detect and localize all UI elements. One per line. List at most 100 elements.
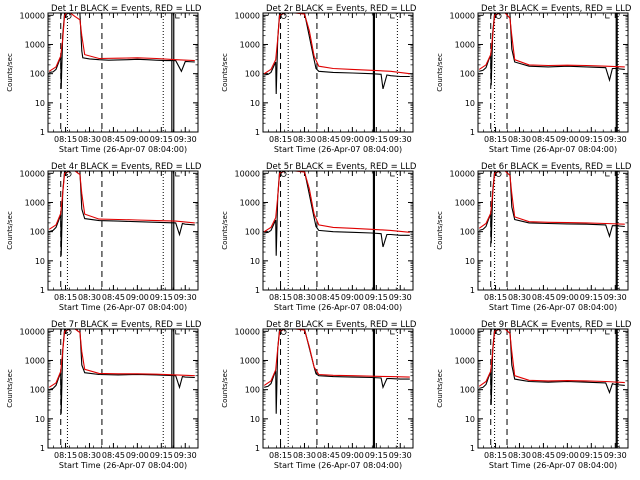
y-tick-label: 10000 bbox=[235, 169, 260, 178]
corner-marker bbox=[175, 172, 180, 177]
x-tick-label: 08:45 bbox=[102, 451, 125, 460]
y-axis-label: Counts/sec bbox=[221, 53, 229, 92]
chart-title: Det 7r BLACK = Events, RED = LLD bbox=[51, 320, 202, 330]
y-tick-label: 1 bbox=[255, 128, 260, 137]
lld-series-line bbox=[48, 13, 195, 72]
x-tick-label: 09:00 bbox=[341, 451, 364, 460]
x-axis-label: Start Time (26-Apr-07 08:04:00) bbox=[274, 303, 402, 312]
lld-series-line bbox=[263, 329, 410, 386]
corner-marker bbox=[175, 330, 180, 335]
y-tick-label: 100 bbox=[460, 70, 475, 79]
lld-series-line bbox=[478, 329, 625, 387]
plot-frame bbox=[47, 328, 199, 449]
chart-panel-9: Det 9r BLACK = Events, RED = LLD Counts/s… bbox=[436, 320, 632, 470]
x-axis-label: Start Time (26-Apr-07 08:04:00) bbox=[274, 461, 402, 470]
chart-title: Det 5r BLACK = Events, RED = LLD bbox=[266, 162, 417, 172]
x-tick-label: 09:00 bbox=[126, 135, 149, 144]
series-group bbox=[263, 13, 410, 95]
y-tick-label: 10 bbox=[465, 99, 475, 108]
x-tick-label: 08:15 bbox=[269, 293, 292, 302]
y-tick-label: 100 bbox=[245, 386, 260, 395]
x-tick-label: 08:30 bbox=[78, 451, 101, 460]
corner-marker bbox=[605, 172, 610, 177]
events-series-line bbox=[49, 13, 195, 89]
y-axis-label: Counts/sec bbox=[436, 53, 444, 92]
y-tick-label: 10000 bbox=[450, 11, 475, 20]
y-tick-label: 1000 bbox=[25, 356, 45, 365]
series-group bbox=[263, 171, 410, 256]
y-tick-label: 1 bbox=[255, 286, 260, 295]
y-tick-label: 10 bbox=[250, 257, 260, 266]
y-tick-label: 1000 bbox=[240, 356, 260, 365]
chart-panel-7: Det 7r BLACK = Events, RED = LLD Counts/s… bbox=[6, 320, 202, 470]
x-tick-label: 09:30 bbox=[604, 135, 627, 144]
x-tick-label: 08:45 bbox=[317, 451, 340, 460]
y-axis-label: Counts/sec bbox=[221, 211, 229, 250]
y-tick-label: 1000 bbox=[240, 40, 260, 49]
x-tick-label: 09:15 bbox=[365, 451, 388, 460]
y-tick-label: 1000 bbox=[240, 198, 260, 207]
series-group bbox=[48, 13, 195, 89]
x-tick-label: 09:00 bbox=[556, 293, 579, 302]
x-tick-label: 09:15 bbox=[580, 451, 603, 460]
x-tick-label: 08:45 bbox=[532, 451, 555, 460]
x-tick-label: 08:45 bbox=[532, 293, 555, 302]
plot-frame bbox=[262, 328, 414, 449]
series-group bbox=[48, 171, 195, 256]
lld-series-line bbox=[263, 171, 410, 233]
chart-title: Det 4r BLACK = Events, RED = LLD bbox=[51, 162, 202, 172]
x-axis-label: Start Time (26-Apr-07 08:04:00) bbox=[59, 461, 187, 470]
chart-title: Det 3r BLACK = Events, RED = LLD bbox=[481, 4, 632, 14]
lld-series-line bbox=[478, 171, 625, 229]
y-tick-label: 10 bbox=[35, 99, 45, 108]
x-tick-label: 08:30 bbox=[293, 135, 316, 144]
y-tick-label: 10000 bbox=[20, 11, 45, 20]
x-axis-label: Start Time (26-Apr-07 08:04:00) bbox=[59, 145, 187, 154]
x-tick-label: 08:15 bbox=[54, 135, 77, 144]
y-tick-label: 100 bbox=[245, 228, 260, 237]
y-tick-label: 10000 bbox=[450, 169, 475, 178]
x-tick-label: 08:45 bbox=[317, 135, 340, 144]
x-tick-label: 08:15 bbox=[484, 293, 507, 302]
plot-frame bbox=[262, 170, 414, 291]
corner-marker bbox=[605, 14, 610, 19]
series-group bbox=[263, 329, 410, 414]
x-tick-label: 09:15 bbox=[365, 135, 388, 144]
y-tick-label: 10 bbox=[250, 415, 260, 424]
x-tick-label: 09:30 bbox=[174, 135, 197, 144]
y-tick-label: 10 bbox=[465, 257, 475, 266]
x-tick-label: 09:30 bbox=[604, 451, 627, 460]
y-tick-label: 1000 bbox=[455, 356, 475, 365]
chart-panel-4: Det 4r BLACK = Events, RED = LLD Counts/s… bbox=[6, 162, 202, 312]
y-tick-label: 1 bbox=[470, 444, 475, 453]
x-axis-label: Start Time (26-Apr-07 08:04:00) bbox=[59, 303, 187, 312]
plot-frame bbox=[262, 12, 414, 133]
y-tick-label: 10 bbox=[465, 415, 475, 424]
y-axis-label: Counts/sec bbox=[436, 369, 444, 408]
y-tick-label: 1 bbox=[40, 444, 45, 453]
x-tick-label: 09:00 bbox=[126, 451, 149, 460]
x-axis-label: Start Time (26-Apr-07 08:04:00) bbox=[489, 303, 617, 312]
chart-title: Det 9r BLACK = Events, RED = LLD bbox=[481, 320, 632, 330]
lld-series-line bbox=[263, 13, 410, 75]
x-tick-label: 08:15 bbox=[269, 135, 292, 144]
x-tick-label: 08:30 bbox=[508, 135, 531, 144]
x-tick-label: 09:15 bbox=[580, 135, 603, 144]
chart-title: Det 2r BLACK = Events, RED = LLD bbox=[266, 4, 417, 14]
x-tick-label: 09:00 bbox=[341, 135, 364, 144]
x-tick-label: 08:45 bbox=[532, 135, 555, 144]
events-series-line bbox=[49, 329, 195, 414]
y-axis-label: Counts/sec bbox=[221, 369, 229, 408]
x-tick-label: 09:30 bbox=[174, 293, 197, 302]
y-axis-label: Counts/sec bbox=[6, 369, 14, 408]
x-tick-label: 09:15 bbox=[580, 293, 603, 302]
events-series-line bbox=[264, 329, 410, 414]
x-tick-label: 09:00 bbox=[556, 135, 579, 144]
plot-frame bbox=[477, 170, 629, 291]
events-series-line bbox=[479, 13, 625, 86]
x-tick-label: 09:30 bbox=[389, 451, 412, 460]
series-group bbox=[478, 329, 625, 405]
y-tick-label: 1 bbox=[40, 286, 45, 295]
x-tick-label: 09:15 bbox=[150, 135, 173, 144]
